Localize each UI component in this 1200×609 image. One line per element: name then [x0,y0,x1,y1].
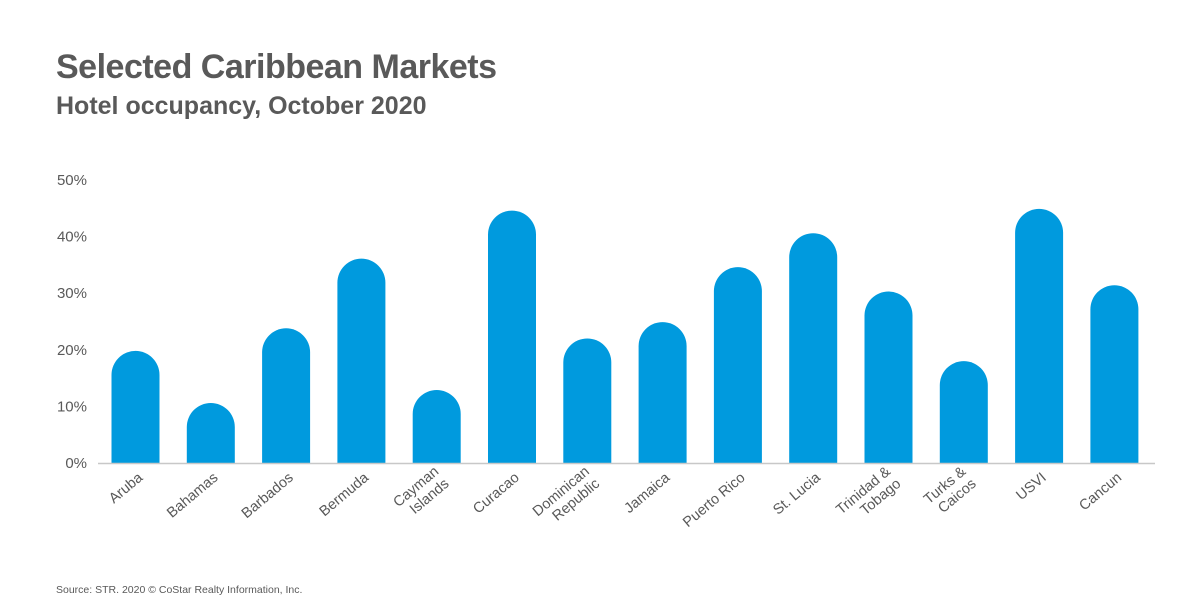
bar [638,322,687,463]
x-tick-label: DominicanRepublic [530,464,603,533]
bar [1090,285,1139,463]
x-tick-label-line: Cancun [1076,470,1125,514]
chart-subtitle: Hotel occupancy, October 2020 [56,92,427,120]
x-tick-label: Turks &Caicos [921,463,980,519]
x-tick-label-line: Bermuda [317,469,373,520]
x-tick-label-line: Jamaica [622,469,674,517]
bar [789,233,838,463]
x-tick-label-line: Puerto Rico [680,470,748,531]
bar [563,338,612,463]
bar [1015,208,1064,463]
bar [262,328,311,463]
x-tick-label: Barbados [239,470,297,522]
x-tick-label: CaymanIslands [390,464,452,523]
x-tick-label: Cancun [1076,470,1125,514]
x-tick-label: USVI [1013,470,1049,504]
bar [864,291,913,463]
x-tick-label-line: USVI [1013,470,1049,504]
x-tick-label: St. Lucia [770,469,824,518]
y-tick-label: 10% [57,398,87,415]
bar [412,389,461,463]
x-tick-label-line: Barbados [239,470,297,522]
x-tick-label-line: St. Lucia [770,469,824,518]
bar [111,350,160,463]
bar [488,210,536,463]
bar [939,361,988,463]
y-tick-label: 0% [65,455,87,472]
y-tick-label: 20% [57,342,87,359]
x-tick-label: Trinidad &Tobago [833,463,904,530]
y-tick-label: 30% [57,285,87,302]
x-tick-label: Bahamas [164,470,221,522]
bar [713,267,762,463]
bar [186,403,235,463]
x-tick-label: Curacao [470,470,522,517]
chart-title: Selected Caribbean Markets [56,48,497,86]
bar [337,258,386,463]
x-tick-label: Jamaica [622,469,674,517]
x-tick-label-line: Bahamas [164,470,221,522]
x-tick-label-line: Aruba [106,469,147,507]
x-tick-label: Aruba [106,469,147,507]
y-tick-label: 40% [57,229,87,246]
x-tick-label-line: Curacao [470,470,522,517]
x-tick-label: Puerto Rico [680,470,748,531]
x-tick-label: Bermuda [317,469,373,520]
y-tick-label: 50% [57,172,87,189]
source-note: Source: STR. 2020 © CoStar Realty Inform… [56,584,303,596]
